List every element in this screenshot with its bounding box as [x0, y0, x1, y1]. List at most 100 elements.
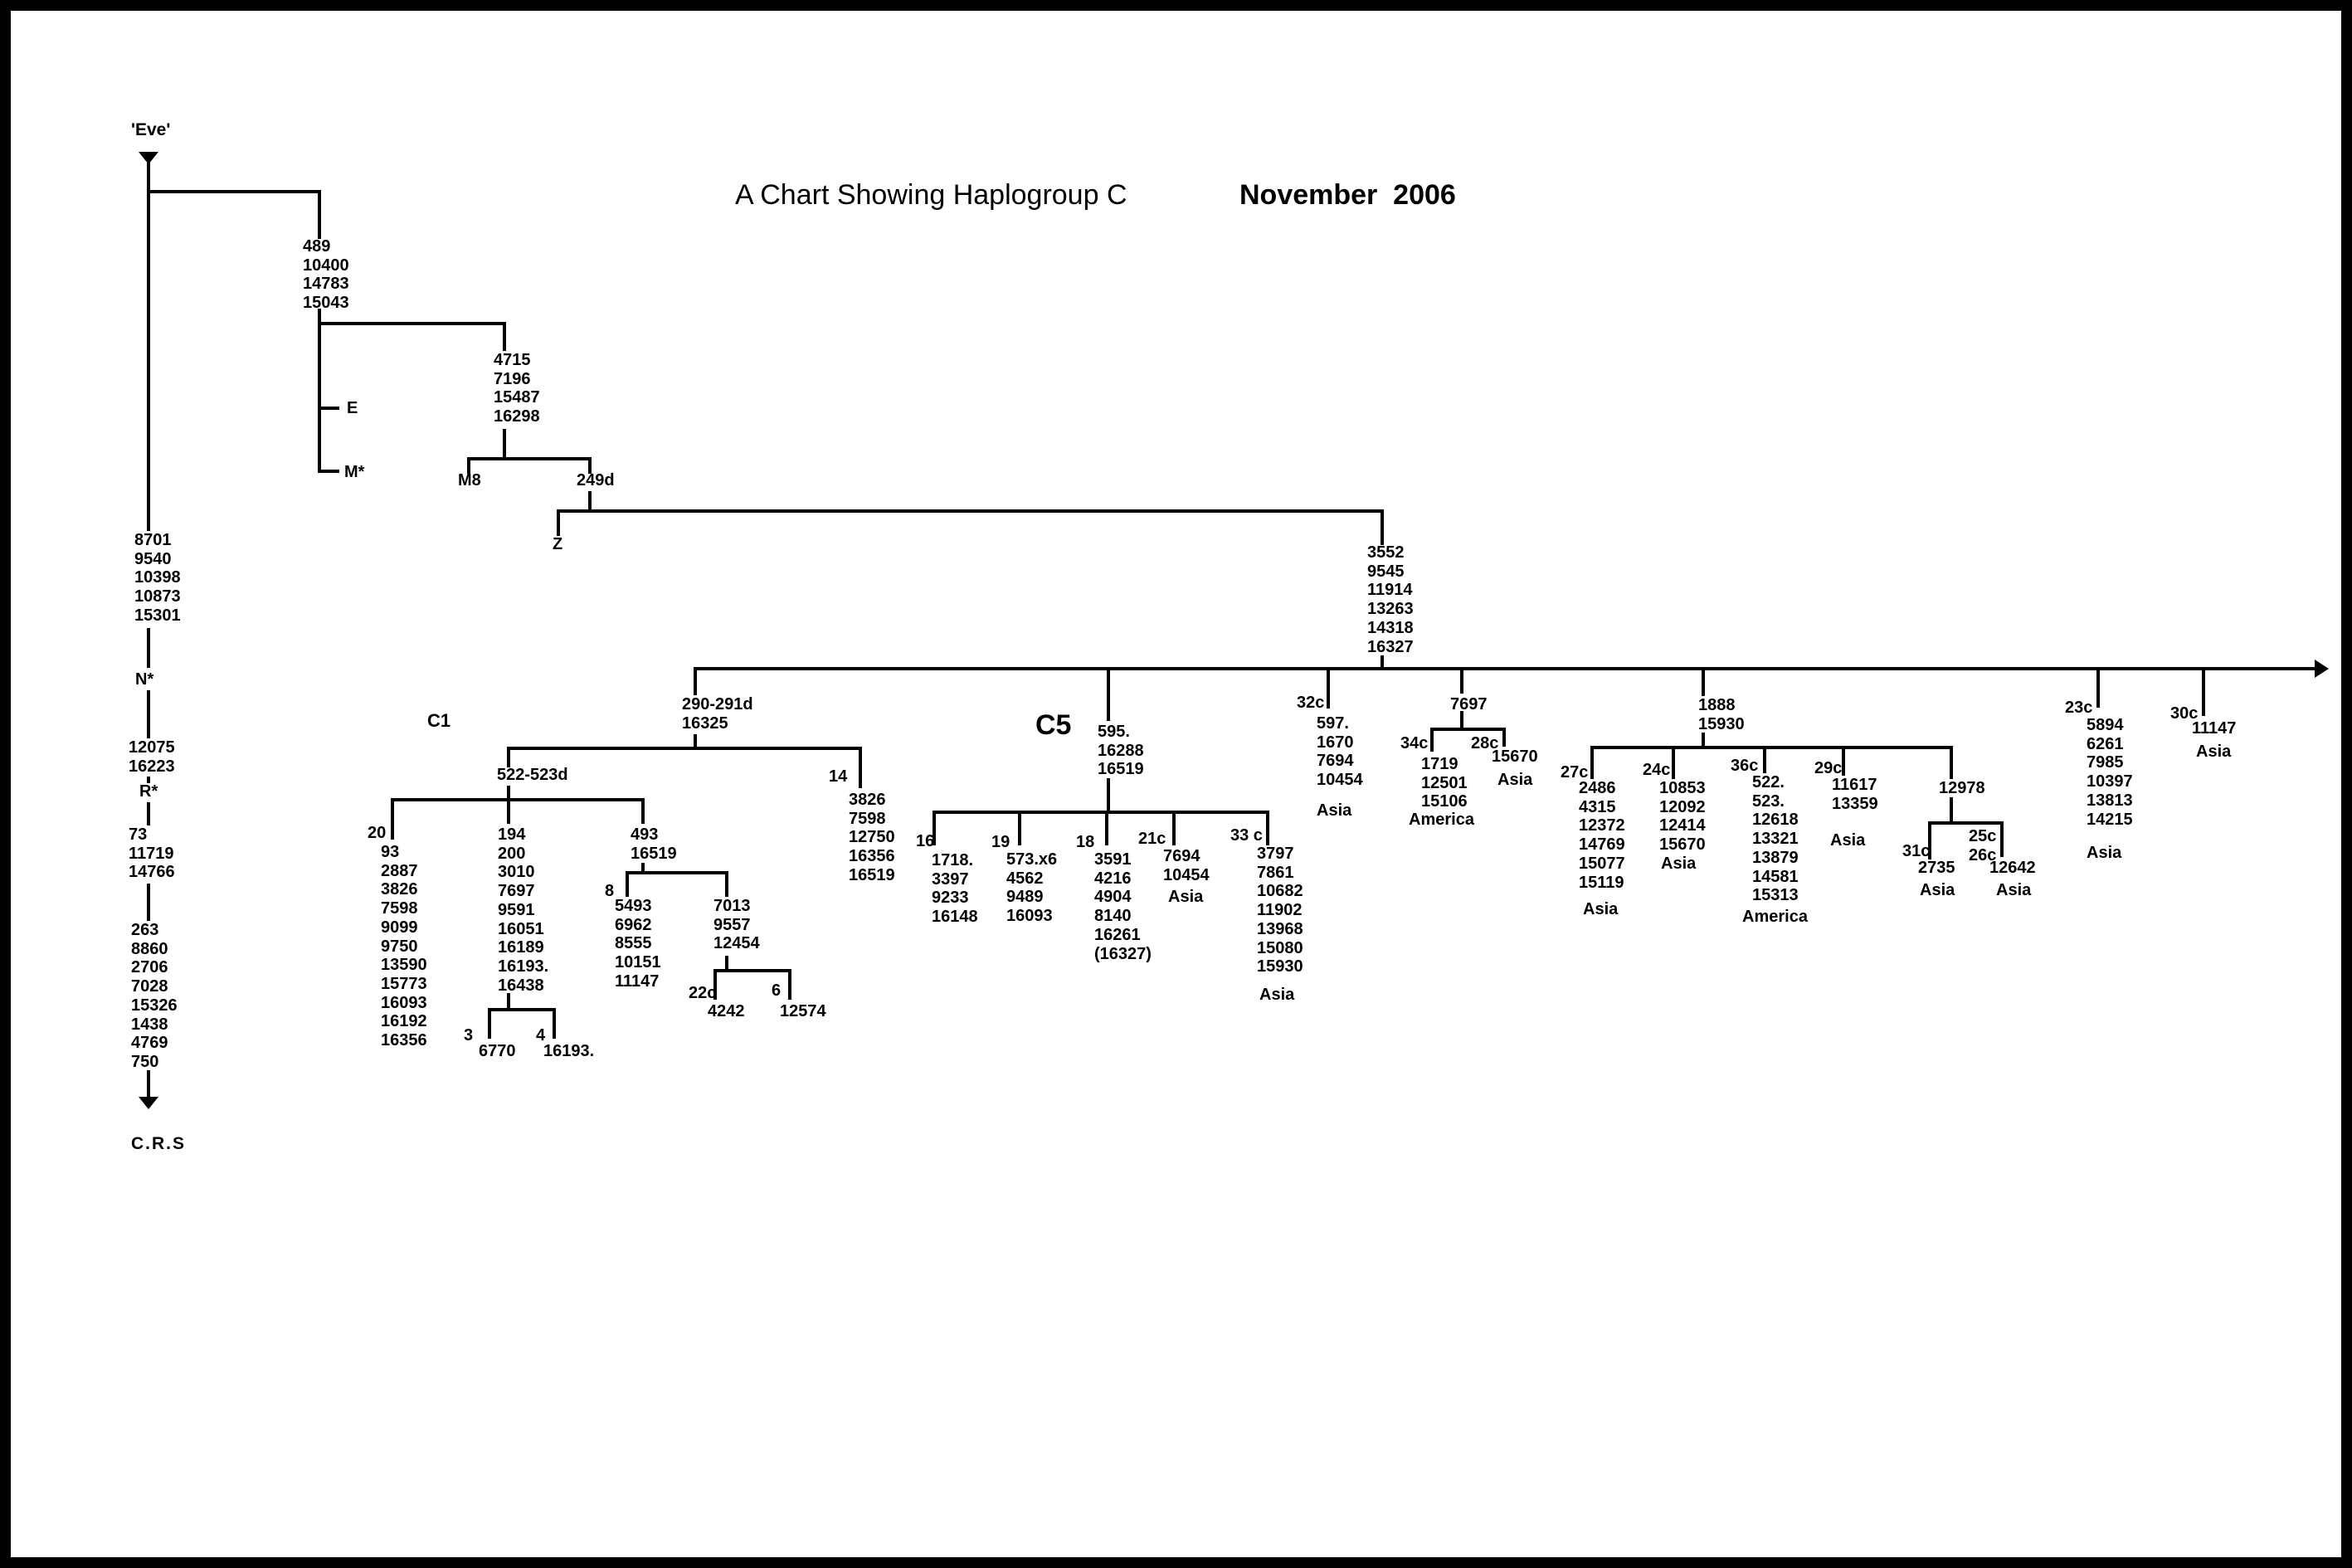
- list-263-line-4: 15326: [131, 996, 178, 1015]
- connector-line: [1502, 731, 1506, 747]
- node-list-23c: 5894 6261 7985 10397 13813 14215: [2087, 716, 2133, 829]
- label-z-line-0: Z: [553, 535, 563, 553]
- connector-line: [318, 309, 321, 325]
- list-18-line-4: 16261: [1094, 925, 1141, 944]
- list-32c-line-2: 7694: [1317, 752, 1354, 771]
- list-493-line-1: 16519: [631, 844, 677, 863]
- connector-line: [318, 190, 321, 239]
- list-263-line-3: 7028: [131, 977, 168, 996]
- node-list-73: 73 11719 14766: [129, 825, 175, 882]
- list-33c-line-3: 11902: [1257, 901, 1303, 920]
- list-194-line-6: 16189: [498, 938, 544, 957]
- list-4715-line-0: 4715: [494, 351, 531, 369]
- list-36c-line-1: 523.: [1752, 791, 1785, 811]
- list-8701-line-4: 15301: [134, 606, 181, 625]
- node-list-4242: 4242: [708, 1002, 745, 1021]
- node-region-30c: Asia: [2196, 743, 2231, 762]
- connector-line: [1950, 749, 1953, 779]
- list-3552-line-4: 14318: [1367, 618, 1414, 637]
- connector-line: [507, 993, 510, 1008]
- list-27c-line-2: 12372: [1579, 816, 1625, 835]
- node-label-7697: 7697: [1450, 695, 1488, 714]
- list-595-line-1: 16288: [1098, 741, 1144, 760]
- list-493-line-0: 493: [631, 825, 659, 844]
- list-489-line-3: 15043: [303, 294, 349, 313]
- list-263-line-5: 1438: [131, 1015, 168, 1034]
- list-36c-line-4: 13879: [1752, 848, 1799, 867]
- list-263-line-6: 4769: [131, 1034, 168, 1053]
- node-list-489: 489 10400 14783 15043: [303, 237, 349, 313]
- node-list-33c: 3797 7861 10682 11902 13968 15080 15930: [1257, 845, 1303, 976]
- chart-date-line-0: November 2006: [1239, 179, 1456, 211]
- label-rstar-line-0: R*: [139, 782, 158, 801]
- node-label-23c: 23c: [2065, 699, 2092, 718]
- node-list-7013: 7013 9557 12454: [713, 897, 760, 953]
- connector-line: [553, 1011, 556, 1039]
- list-24c-line-0: 10853: [1659, 779, 1706, 797]
- list-27c-line-3: 14769: [1579, 835, 1625, 855]
- node-list-24c: 10853 12092 12414 15670: [1659, 779, 1706, 855]
- label-c5-line-0: C5: [1035, 709, 1072, 741]
- label-3-line-0: 3: [464, 1026, 474, 1045]
- label-19-line-0: 19: [991, 833, 1010, 851]
- node-label-z: Z: [553, 535, 562, 554]
- list-20-line-4: 9099: [381, 918, 418, 937]
- label-4-line-0: 4: [536, 1026, 546, 1045]
- node-label-m8: M8: [458, 471, 481, 490]
- list-16-line-1: 3397: [932, 869, 969, 889]
- node-list-14: 3826 7598 12750 16356 16519: [849, 791, 895, 885]
- node-region-36c: America: [1742, 908, 1808, 927]
- list-8-line-2: 8555: [615, 934, 652, 953]
- node-list-12075: 12075 16223: [129, 738, 175, 776]
- label-mstar-line-0: M*: [344, 463, 365, 481]
- list-16-line-2: 9233: [932, 889, 969, 908]
- node-list-19: 573.x6 4562 9489 16093: [1006, 850, 1057, 926]
- list-194-line-2: 3010: [498, 863, 535, 882]
- node-label-8: 8: [605, 882, 614, 901]
- list-489-line-0: 489: [303, 237, 331, 256]
- list-194-line-3: 7697: [498, 882, 535, 901]
- region-32c-line-0: Asia: [1317, 801, 1352, 820]
- node-list-21c: 7694 10454: [1163, 847, 1210, 884]
- connector-line: [467, 460, 470, 474]
- label-27c-line-0: 27c: [1561, 763, 1589, 782]
- node-region-34c: America: [1409, 811, 1474, 830]
- list-30c-line-0: 11147: [2192, 719, 2237, 738]
- node-list-31c: 2735: [1918, 859, 1955, 878]
- node-list-34c: 1719 12501 15106: [1421, 755, 1468, 811]
- node-list-290-291d: 290-291d 16325: [682, 695, 753, 733]
- connector-line: [1590, 749, 1594, 779]
- list-20-line-2: 3826: [381, 880, 418, 899]
- connector-line: [321, 407, 339, 410]
- list-8-line-0: 5493: [615, 897, 652, 915]
- connector-line: [467, 457, 592, 460]
- node-label-28c: 28c: [1471, 734, 1498, 753]
- list-18-line-3: 8140: [1094, 907, 1132, 926]
- list-18-line-0: 3591: [1094, 850, 1132, 869]
- region-24c-line-0: Asia: [1661, 855, 1697, 873]
- list-23c-line-1: 6261: [2087, 734, 2124, 753]
- list-14-line-4: 16519: [849, 865, 895, 884]
- connector-line: [725, 874, 728, 897]
- list-33c-line-4: 13968: [1257, 919, 1303, 938]
- list-33c-line-6: 15930: [1257, 957, 1303, 976]
- list-3552-line-2: 11914: [1367, 581, 1413, 600]
- list-263-line-7: 750: [131, 1052, 159, 1071]
- connector-line: [933, 814, 936, 845]
- node-label-36c: 36c: [1731, 757, 1758, 776]
- region-21c-line-0: Asia: [1168, 888, 1204, 906]
- list-489-line-1: 10400: [303, 256, 349, 275]
- label-16-line-0: 16: [916, 832, 935, 850]
- connector-line: [788, 972, 791, 1000]
- list-12574-line-0: 12574: [780, 1002, 826, 1020]
- list-194-line-0: 194: [498, 825, 526, 844]
- list-18-line-1: 4216: [1094, 869, 1132, 888]
- node-region-33c: Asia: [1259, 986, 1294, 1005]
- label-22c-line-0: 22c: [689, 984, 717, 1002]
- list-32c-line-1: 1670: [1317, 733, 1354, 752]
- region-36c-line-0: America: [1742, 908, 1808, 926]
- node-region-28c: Asia: [1497, 771, 1532, 790]
- list-28c-line-0: 15670: [1492, 747, 1538, 766]
- list-20-line-1: 2887: [381, 861, 418, 880]
